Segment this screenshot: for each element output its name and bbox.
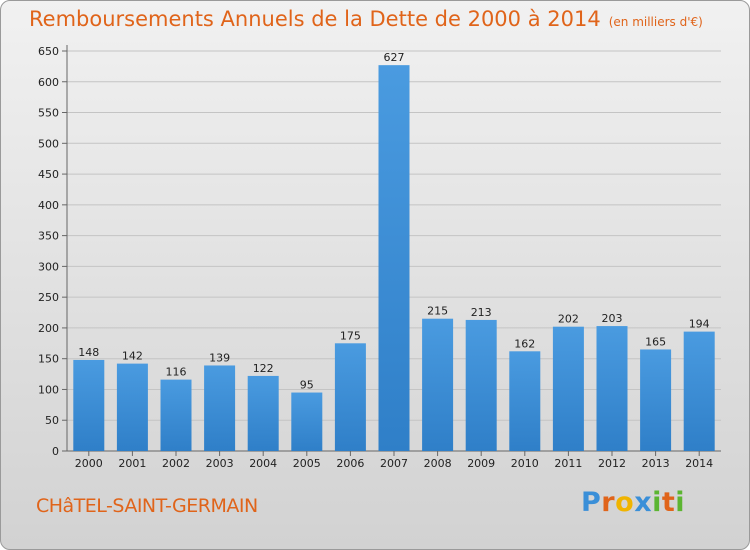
data-label: 203 <box>602 312 623 325</box>
y-tick-label: 50 <box>45 414 59 427</box>
bar <box>552 326 584 451</box>
data-label: 139 <box>209 351 230 364</box>
chart-subtitle: (en milliers d'€) <box>608 15 703 29</box>
x-tick-label: 2001 <box>118 457 146 470</box>
logo-letter: x <box>634 487 653 518</box>
chart-title: Remboursements Annuels de la Dette de 20… <box>29 7 703 31</box>
data-label: 122 <box>253 362 274 375</box>
data-label: 215 <box>427 305 448 318</box>
x-tick-label: 2013 <box>642 457 670 470</box>
x-tick-label: 2014 <box>685 457 713 470</box>
bar <box>334 343 366 451</box>
bar <box>73 359 105 451</box>
x-tick-label: 2000 <box>75 457 103 470</box>
y-tick-label: 200 <box>38 322 59 335</box>
bar <box>422 318 454 451</box>
chart-title-text: Remboursements Annuels de la Dette de 20… <box>29 7 601 31</box>
x-tick-label: 2002 <box>162 457 190 470</box>
y-tick-label: 450 <box>38 168 59 181</box>
y-tick-label: 0 <box>52 445 59 458</box>
bar <box>291 392 323 451</box>
bar <box>116 363 148 451</box>
commune-name: CHâTEL-SAINT-GERMAIN <box>36 495 258 517</box>
y-tick-label: 150 <box>38 353 59 366</box>
x-tick-label: 2010 <box>511 457 539 470</box>
data-label: 165 <box>645 335 666 348</box>
data-label: 162 <box>514 337 535 350</box>
y-tick-label: 650 <box>38 45 59 58</box>
x-tick-label: 2005 <box>293 457 321 470</box>
x-tick-label: 2009 <box>467 457 495 470</box>
y-tick-label: 300 <box>38 260 59 273</box>
x-tick-label: 2003 <box>206 457 234 470</box>
data-label: 202 <box>558 313 579 326</box>
bar <box>160 379 192 451</box>
data-label: 175 <box>340 329 361 342</box>
x-tick-label: 2006 <box>336 457 364 470</box>
data-label: 627 <box>384 51 405 64</box>
data-label: 148 <box>78 346 99 359</box>
y-tick-label: 500 <box>38 137 59 150</box>
x-tick-label: 2012 <box>598 457 626 470</box>
x-tick-label: 2004 <box>249 457 277 470</box>
data-label: 95 <box>300 379 314 392</box>
y-tick-label: 350 <box>38 230 59 243</box>
bar <box>247 375 279 451</box>
y-tick-label: 100 <box>38 383 59 396</box>
bar <box>683 331 715 451</box>
logo-letter: i <box>652 487 662 518</box>
data-label: 194 <box>689 318 710 331</box>
bar <box>640 349 672 451</box>
y-tick-label: 600 <box>38 76 59 89</box>
logo-letter: i <box>675 487 686 518</box>
data-label: 116 <box>166 366 187 379</box>
data-label: 213 <box>471 306 492 319</box>
logo-letter: o <box>615 487 635 518</box>
logo-letter: t <box>661 487 676 518</box>
bar <box>509 351 541 451</box>
y-tick-label: 250 <box>38 291 59 304</box>
bar <box>465 319 497 451</box>
bar <box>596 326 628 451</box>
logo-letter: r <box>601 487 616 518</box>
labels: 0 50 100 150 200 250 300 350 400 450 500 550 600 650 1… <box>38 45 713 470</box>
bar <box>378 65 410 452</box>
y-tick-label: 550 <box>38 107 59 120</box>
x-tick-label: 2007 <box>380 457 408 470</box>
logo-letter: P <box>581 487 602 518</box>
x-tick-label: 2008 <box>424 457 452 470</box>
proxiti-logo: Proxiti <box>581 487 685 518</box>
bar <box>204 365 236 451</box>
x-tick-label: 2011 <box>554 457 582 470</box>
y-tick-label: 400 <box>38 199 59 212</box>
data-label: 142 <box>122 350 143 363</box>
bars <box>73 65 715 452</box>
